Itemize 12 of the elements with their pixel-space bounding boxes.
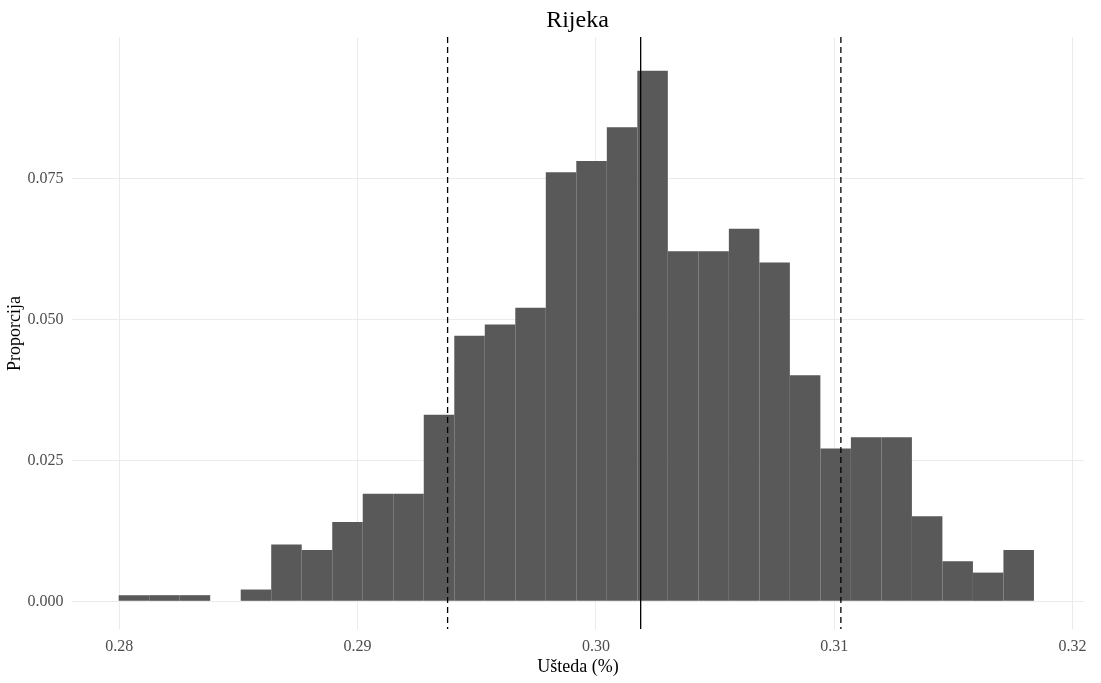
chart-title: Rijeka [546, 6, 610, 33]
x-tick-label: 0.28 [105, 636, 134, 654]
y-tick-label: 0.025 [27, 451, 64, 469]
x-axis-title: Ušteda (%) [537, 655, 619, 677]
x-tick-label: 0.31 [820, 636, 849, 654]
y-tick-label: 0.075 [27, 169, 64, 187]
y-axis-title: Proporcija [3, 296, 24, 371]
x-tick-label: 0.29 [343, 636, 372, 654]
y-tick-label: 0.050 [27, 310, 64, 328]
x-tick-label: 0.32 [1058, 636, 1087, 654]
y-tick-label: 0.000 [27, 592, 64, 610]
x-tick-label: 0.30 [581, 636, 610, 654]
